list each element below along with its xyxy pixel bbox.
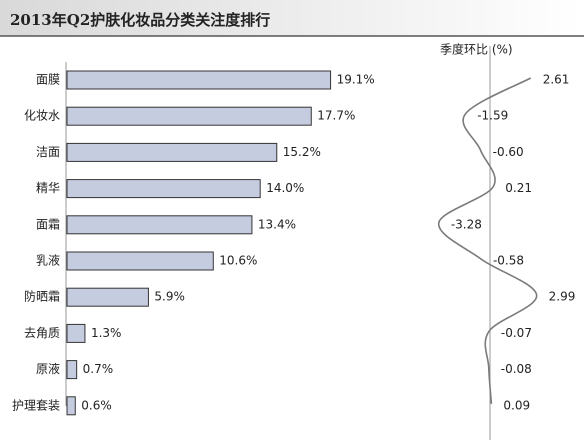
change-label: -0.08 [501, 362, 532, 376]
title-band [0, 0, 584, 36]
bar [66, 323, 86, 343]
category-label: 面膜 [36, 73, 60, 87]
value-label: 10.6% [219, 254, 257, 268]
category-label: 精华 [36, 181, 60, 195]
value-label: 14.0% [266, 181, 304, 195]
value-label: 5.9% [154, 290, 185, 304]
change-label: -0.07 [501, 326, 532, 340]
bar [66, 396, 76, 416]
bar [66, 70, 332, 90]
change-label: -0.60 [493, 145, 524, 159]
bar [66, 360, 78, 380]
bar [66, 287, 149, 307]
category-label: 化妆水 [24, 109, 60, 123]
bar [66, 215, 253, 235]
change-label: 0.21 [505, 181, 532, 195]
change-line [438, 77, 538, 404]
category-label: 面霜 [36, 217, 60, 231]
change-label: -3.28 [451, 217, 482, 231]
change-label: 2.99 [549, 290, 576, 304]
category-label: 护理套装 [12, 398, 60, 412]
change-label: -1.59 [477, 109, 508, 123]
value-label: 0.7% [83, 362, 114, 376]
bar [66, 179, 261, 199]
category-label: 洁面 [36, 145, 60, 159]
bar [66, 106, 312, 126]
category-label: 去角质 [24, 326, 60, 340]
value-label: 17.7% [317, 109, 355, 123]
category-label: 防晒霜 [24, 289, 60, 304]
change-label: -0.58 [493, 254, 524, 268]
chart-title: 2013年Q2护肤化妆品分类关注度排行 [10, 11, 270, 29]
change-label: 0.09 [503, 398, 530, 412]
bar [66, 251, 214, 271]
value-label: 13.4% [258, 217, 296, 231]
value-label: 1.3% [91, 326, 122, 340]
value-label: 19.1% [337, 73, 375, 87]
change-label: 2.61 [543, 73, 570, 87]
category-label: 乳液 [36, 253, 60, 268]
value-label: 0.6% [81, 398, 112, 412]
bar [66, 142, 278, 162]
value-label: 15.2% [283, 145, 321, 159]
line-title: 季度环比 (%) [440, 42, 513, 57]
category-label: 原液 [36, 361, 60, 376]
